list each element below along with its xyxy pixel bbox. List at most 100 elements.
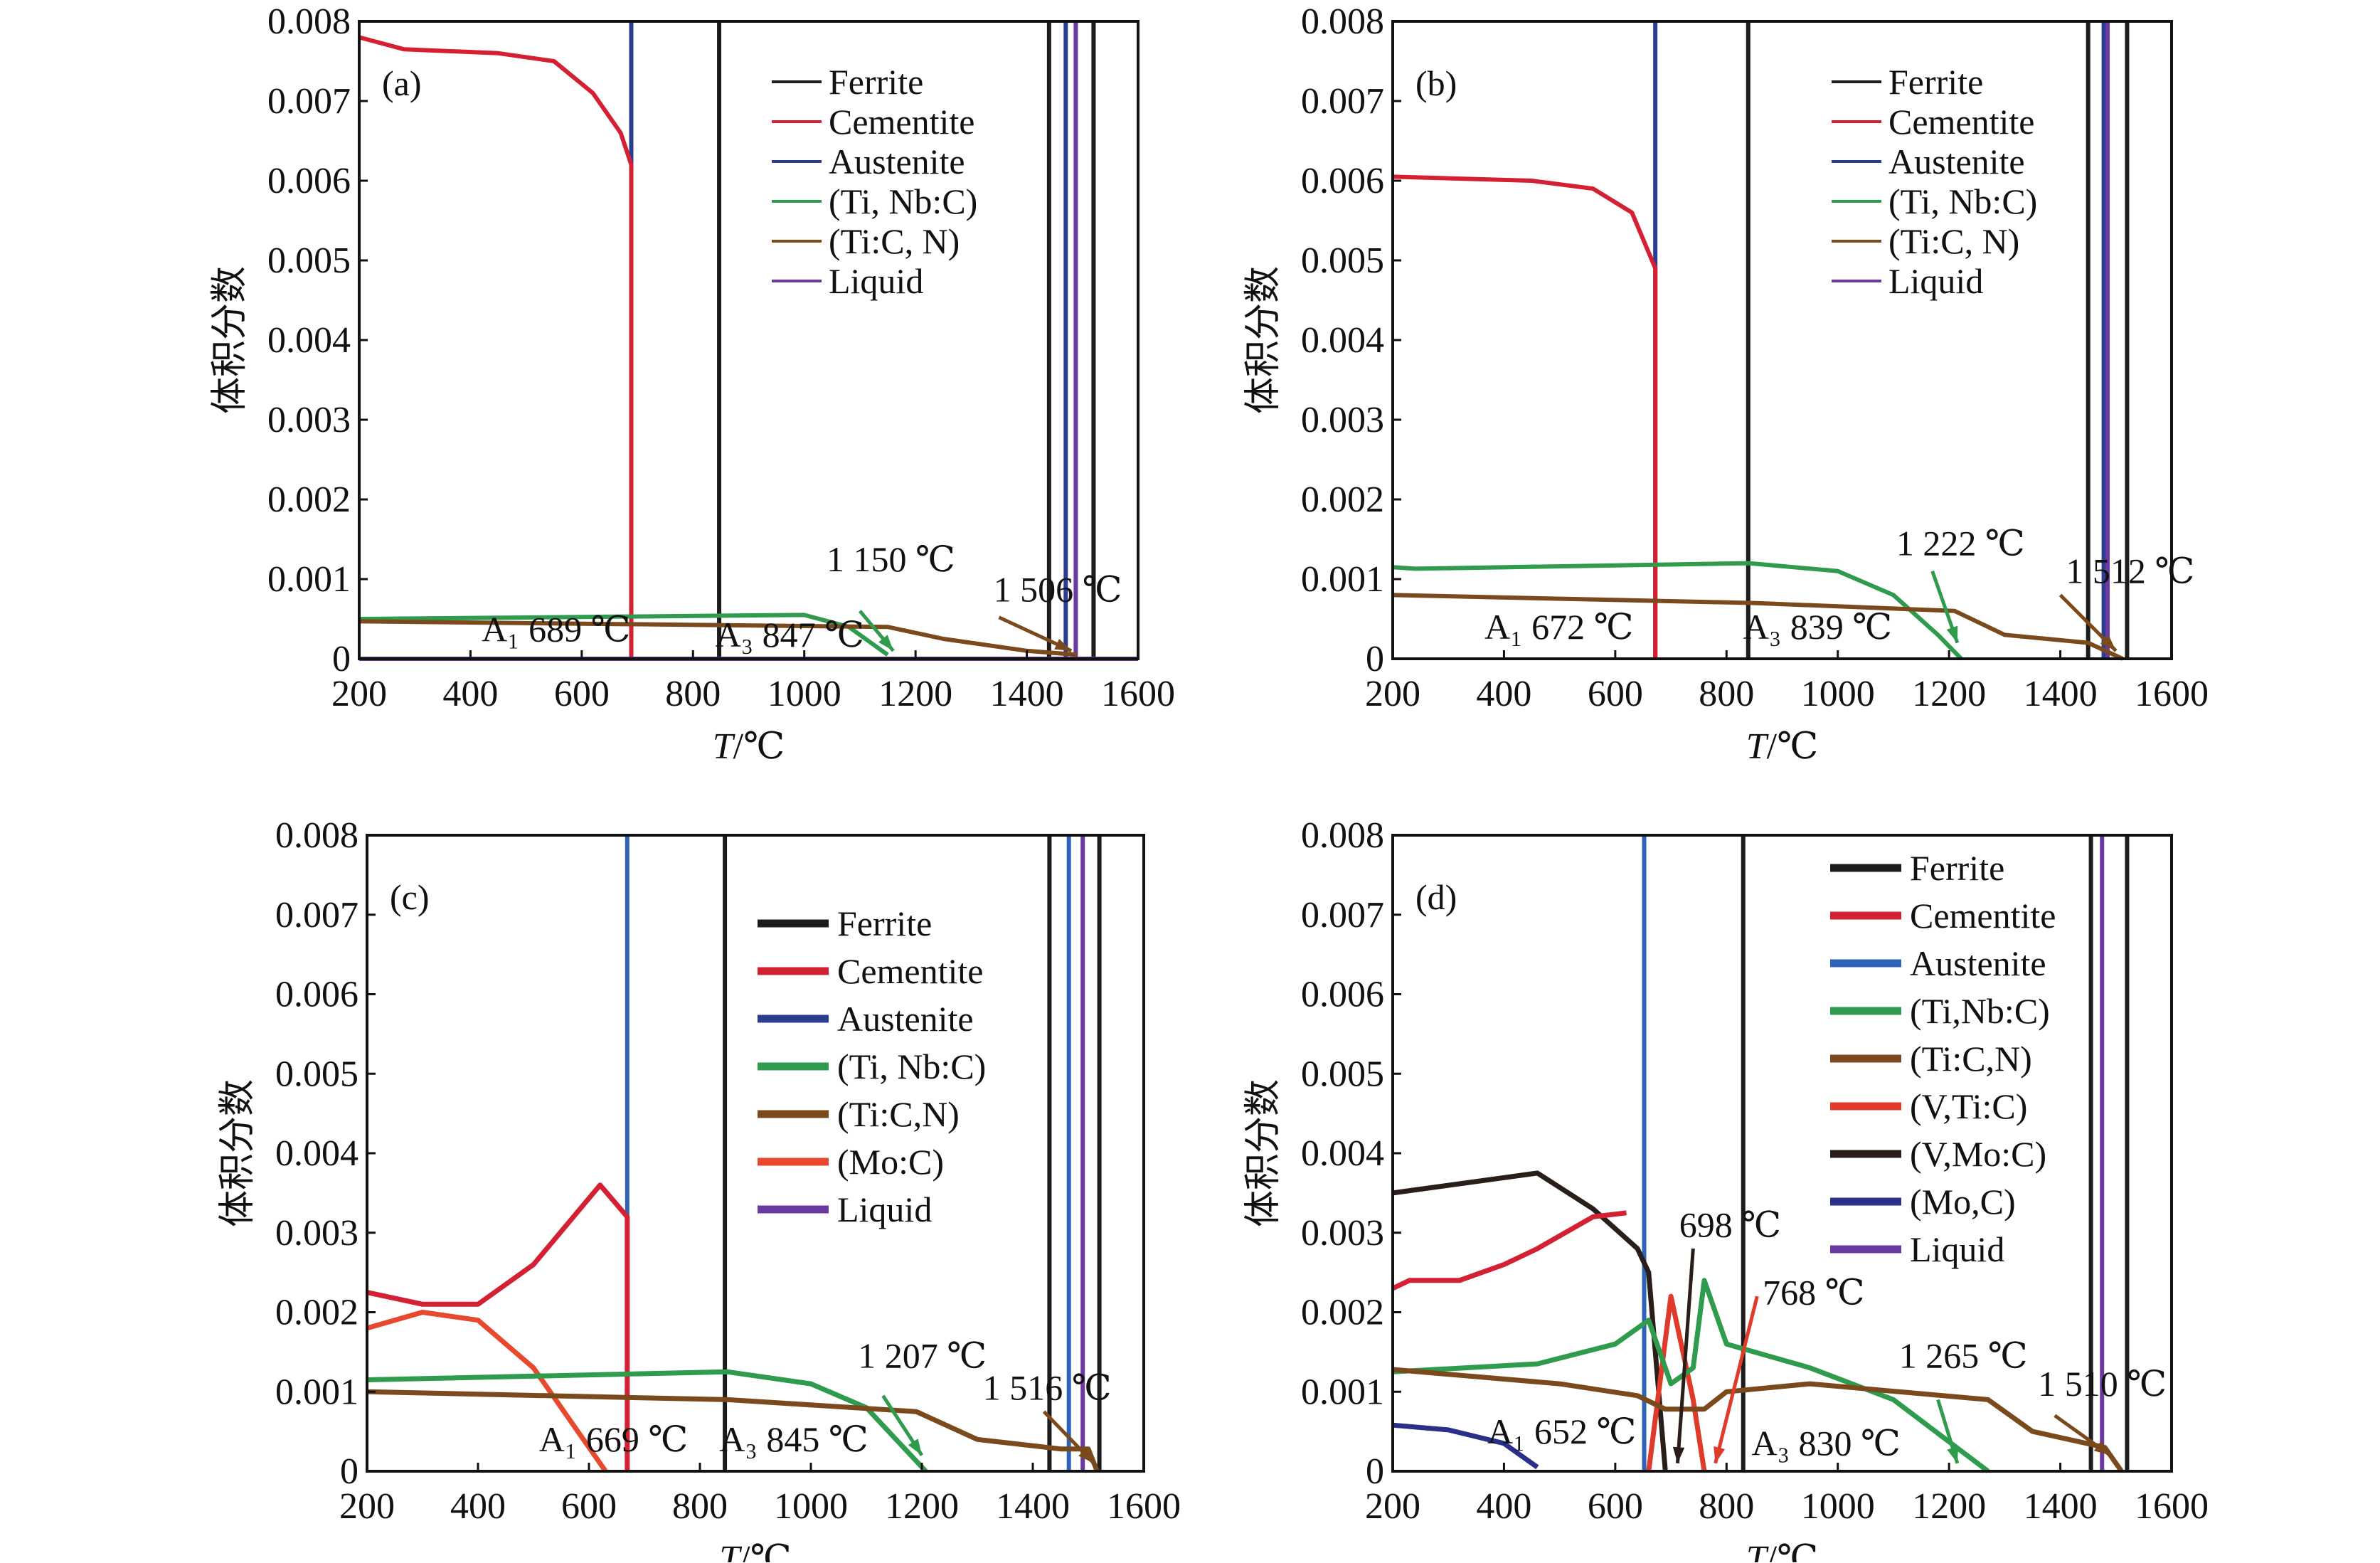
x-tick-label: 1200 bbox=[1912, 1486, 1986, 1527]
series-line-ti-c-n bbox=[1392, 1367, 2124, 1473]
y-tick-label: 0.005 bbox=[1301, 1054, 1384, 1094]
annotation-label: A₁ 689 ℃ bbox=[482, 609, 630, 649]
series-line-cementite bbox=[358, 35, 634, 659]
y-tick-label: 0 bbox=[1366, 639, 1384, 679]
x-tick-label: 800 bbox=[1699, 1486, 1754, 1527]
arrow-head bbox=[1078, 1447, 1094, 1463]
chart-a: 200 400 600 800 1000 1200 1400 1600 0 0.001 0.002 0… bbox=[0, 0, 1190, 781]
y-tick-label: 0.005 bbox=[275, 1054, 358, 1094]
arrow-head bbox=[878, 635, 893, 651]
arrow-head bbox=[1946, 625, 1958, 643]
series-line-mo-c bbox=[366, 1310, 608, 1473]
y-tick-label: 0.008 bbox=[267, 1, 351, 42]
y-tick-label: 0.007 bbox=[275, 895, 358, 936]
x-axis-variable: T bbox=[1746, 726, 1769, 767]
annotation-label: 1 516 ℃ bbox=[983, 1367, 1112, 1407]
x-tick-label: 400 bbox=[442, 674, 498, 714]
x-tick-label: 1600 bbox=[2135, 1486, 2209, 1527]
legend-label: Cementite bbox=[1888, 102, 2035, 142]
y-tick-label: 0.004 bbox=[275, 1133, 358, 1174]
panel-label: (b) bbox=[1415, 63, 1457, 103]
y-tick-label: 0.004 bbox=[1301, 320, 1384, 361]
annotation-label: 768 ℃ bbox=[1763, 1272, 1864, 1312]
y-tick-label: 0.006 bbox=[275, 975, 358, 1015]
panel-label: (d) bbox=[1415, 877, 1457, 917]
legend-label: Liquid bbox=[837, 1190, 932, 1229]
x-tick-label: 1600 bbox=[1101, 674, 1175, 714]
series-line-ti-c-n bbox=[1392, 593, 2124, 661]
legend-label: (Ti, Nb:C) bbox=[829, 181, 977, 221]
x-tick-label: 600 bbox=[1588, 674, 1643, 714]
annotation-label: A₁ 652 ℃ bbox=[1487, 1411, 1636, 1451]
legend-label: Liquid bbox=[1888, 261, 1983, 301]
legend-label: (Ti:C,N) bbox=[837, 1094, 960, 1134]
x-axis-unit: /℃ bbox=[733, 726, 785, 767]
legend-label: Ferrite bbox=[1888, 62, 1983, 102]
legend-label: (Ti:C, N) bbox=[1888, 221, 2019, 261]
x-tick-label: 600 bbox=[1588, 1486, 1643, 1527]
y-tick-label: 0.002 bbox=[275, 1293, 358, 1333]
series-line-cementite bbox=[366, 1182, 630, 1471]
x-tick-label: 1400 bbox=[2024, 1486, 2098, 1527]
y-tick-label: 0.006 bbox=[1301, 975, 1384, 1015]
x-axis-label: T/℃ bbox=[713, 726, 785, 767]
x-tick-label: 1600 bbox=[2135, 674, 2209, 714]
x-axis-variable: T bbox=[1746, 1539, 1769, 1562]
legend-label: Ferrite bbox=[829, 62, 923, 102]
x-tick-label: 800 bbox=[665, 674, 721, 714]
y-axis-label: 体积分数 bbox=[210, 266, 250, 414]
y-axis-label: 体积分数 bbox=[1243, 266, 1284, 414]
panel-label: (a) bbox=[382, 63, 422, 103]
arrow-head bbox=[1714, 1446, 1726, 1463]
y-tick-label: 0 bbox=[332, 639, 351, 679]
arrow-head bbox=[1947, 1446, 1959, 1463]
y-tick-label: 0.007 bbox=[1301, 81, 1384, 122]
series-line-ti-nb-c bbox=[1392, 561, 1963, 661]
y-tick-label: 0.008 bbox=[275, 815, 358, 856]
x-tick-label: 400 bbox=[1476, 1486, 1531, 1527]
annotation-arrow bbox=[1675, 1248, 1695, 1464]
legend-label: (Ti,Nb:C) bbox=[1910, 991, 2050, 1031]
series-line-v-ti-c bbox=[1646, 1293, 1707, 1472]
series-line-cementite bbox=[1391, 1210, 1627, 1291]
y-tick-label: 0 bbox=[340, 1451, 358, 1492]
x-tick-label: 800 bbox=[1699, 674, 1754, 714]
legend-label: (Mo,C) bbox=[1910, 1182, 2016, 1222]
arrow-head bbox=[1672, 1446, 1685, 1463]
x-axis-unit: /℃ bbox=[1767, 1539, 1819, 1562]
y-tick-label: 0.002 bbox=[1301, 1293, 1384, 1333]
y-tick-label: 0.002 bbox=[1301, 480, 1384, 520]
y-tick-label: 0 bbox=[1366, 1451, 1384, 1492]
y-tick-label: 0.008 bbox=[1301, 815, 1384, 856]
x-tick-label: 1600 bbox=[1107, 1486, 1181, 1527]
annotation-label: A₃ 830 ℃ bbox=[1751, 1424, 1900, 1463]
y-tick-label: 0.003 bbox=[1301, 400, 1384, 440]
y-tick-label: 0.002 bbox=[267, 480, 351, 520]
legend-label: Cementite bbox=[837, 951, 984, 991]
x-axis-label: T/℃ bbox=[719, 1539, 792, 1562]
series-line-ti-nb-c bbox=[358, 613, 889, 657]
y-tick-label: 0.005 bbox=[267, 240, 351, 281]
annotation-label: 1 265 ℃ bbox=[1899, 1336, 2028, 1376]
annotation-label: A₃ 847 ℃ bbox=[716, 615, 864, 655]
annotation-label: 1 207 ℃ bbox=[858, 1336, 987, 1376]
annotation-label: 1 150 ℃ bbox=[827, 539, 955, 579]
legend-label: (Mo:C) bbox=[837, 1142, 944, 1182]
y-tick-label: 0.003 bbox=[275, 1213, 358, 1254]
x-axis-label: T/℃ bbox=[1746, 1539, 1819, 1562]
annotation-label: 1 512 ℃ bbox=[2066, 551, 2194, 591]
x-tick-label: 600 bbox=[554, 674, 610, 714]
y-tick-label: 0.001 bbox=[1301, 1372, 1384, 1412]
y-tick-label: 0.001 bbox=[1301, 559, 1384, 600]
chart-c: 200 400 600 800 1000 1200 1400 1600 0 0.001 0.002 0… bbox=[0, 781, 1190, 1563]
x-axis-variable: T bbox=[719, 1539, 742, 1562]
series-line-mo-c bbox=[1392, 1422, 1539, 1470]
legend-label: Cementite bbox=[1910, 896, 2056, 936]
chart-c-svg: 200 400 600 800 1000 1200 1400 1600 0 0.001 0.002 0… bbox=[218, 815, 1181, 1563]
x-tick-label: 1000 bbox=[767, 674, 841, 714]
series-line-cementite bbox=[1392, 174, 1658, 659]
annotation-label: A₃ 839 ℃ bbox=[1743, 607, 1892, 647]
y-tick-label: 0.004 bbox=[267, 320, 351, 361]
x-tick-label: 1000 bbox=[1801, 1486, 1875, 1527]
